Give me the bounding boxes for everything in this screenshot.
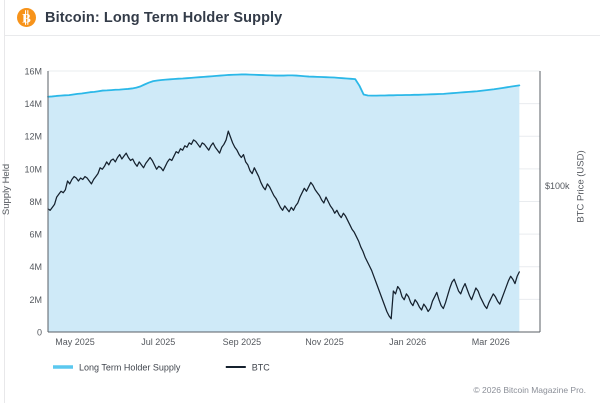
y-axis-left-tick-label: 10M (24, 164, 42, 174)
y-axis-left-tick-label: 16M (24, 66, 42, 76)
x-axis-tick-label: Jul 2025 (141, 337, 175, 347)
chart-header: B Bitcoin: Long Term Holder Supply (5, 0, 600, 36)
page-title: Bitcoin: Long Term Holder Supply (45, 9, 283, 26)
x-axis-tick-label: May 2025 (55, 337, 95, 347)
y-axis-right-label: BTC Price (USD) (575, 150, 587, 223)
x-axis-tick-label: Nov 2025 (305, 337, 344, 347)
y-axis-left-tick-label: 0 (37, 327, 42, 337)
y-axis-right-tick-label: $100k (545, 181, 570, 191)
y-axis-left-label: Supply Held (1, 163, 13, 216)
legend-label[interactable]: Long Term Holder Supply (79, 362, 181, 372)
y-axis-left-tick-label: 2M (29, 295, 42, 305)
y-axis-left-tick-label: 4M (29, 262, 42, 272)
x-axis-ticks: May 2025 Jul 2025 Sep 2025 Nov 2025 Jan 2026… (55, 337, 510, 347)
x-axis-tick-label: Mar 2026 (472, 337, 510, 347)
bitcoin-logo-icon: B (17, 8, 36, 27)
y-axis-right-ticks: $100k (545, 181, 570, 191)
y-axis-left-tick-label: 6M (29, 230, 42, 240)
x-axis-tick-label: Sep 2025 (223, 337, 262, 347)
btc-price-line (47, 130, 520, 320)
y-axis-left-ticks: 0 2M 4M 6M 8M 10M 12M 14M 16M (24, 66, 42, 337)
y-axis-left-tick-label: 12M (24, 132, 42, 142)
x-axis-tick-label: Jan 2026 (389, 337, 426, 347)
y-axis-left-tick-label: 8M (29, 197, 42, 207)
chart-plot-area: Supply Held BTC Price (USD) BITCOIN MAGA… (1, 36, 600, 403)
legend-label[interactable]: BTC (252, 362, 271, 372)
svg-text:B: B (22, 10, 31, 25)
supply-line (47, 73, 521, 98)
line-chart: BITCOIN MAGAZINEPRO02M4M6M8M10M12M14M16M… (24, 66, 570, 372)
supply-area (48, 74, 520, 332)
chart-legend: Long Term Holder Supply BTC (53, 362, 270, 372)
copyright-notice: © 2026 Bitcoin Magazine Pro. (473, 385, 586, 395)
y-axis-left-tick-label: 14M (24, 99, 42, 109)
